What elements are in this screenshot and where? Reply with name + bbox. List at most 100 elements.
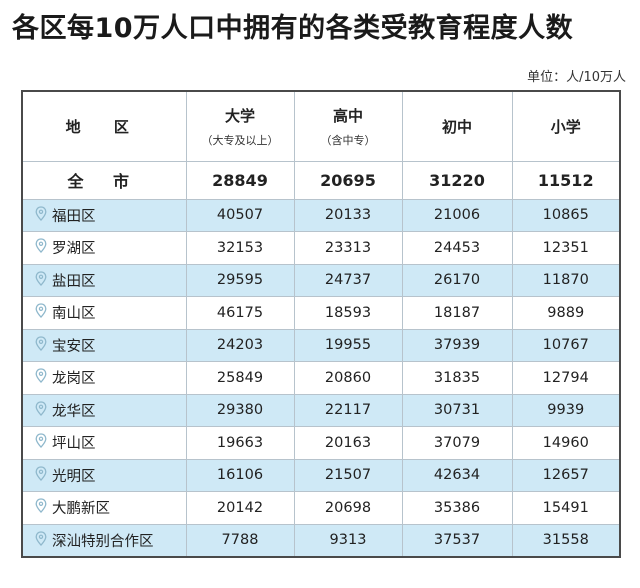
location-pin-icon xyxy=(35,303,47,322)
header-region: 地 区 xyxy=(21,90,187,162)
table-row: 龙岗区 25849 20860 31835 12794 xyxy=(21,361,621,395)
university-value: 19663 xyxy=(185,426,295,460)
district-cell: 光明区 xyxy=(21,458,187,492)
primary-school-value: 9889 xyxy=(511,296,621,330)
location-pin-icon xyxy=(35,401,47,420)
header-university-sub: 大专及以上 xyxy=(187,132,294,148)
district-cell: 龙岗区 xyxy=(21,361,187,395)
district-name: 大鹏新区 xyxy=(52,501,110,518)
table-row: 龙华区 29380 22117 30731 9939 xyxy=(21,393,621,427)
page-title: 各区每10万人口中拥有的各类受教育程度人数 xyxy=(12,13,574,44)
high-school-value: 20860 xyxy=(293,361,403,395)
high-school-value: 20163 xyxy=(293,426,403,460)
header-university: 大学 大专及以上 xyxy=(185,90,295,162)
district-cell: 罗湖区 xyxy=(21,231,187,265)
middle-school-value: 42634 xyxy=(401,458,513,492)
high-school-value: 24737 xyxy=(293,263,403,297)
total-university: 28849 xyxy=(185,160,295,200)
middle-school-value: 37939 xyxy=(401,328,513,362)
location-pin-icon xyxy=(35,238,47,257)
middle-school-value: 21006 xyxy=(401,198,513,232)
district-name: 龙华区 xyxy=(52,403,96,420)
middle-school-value: 35386 xyxy=(401,491,513,525)
primary-school-value: 14960 xyxy=(511,426,621,460)
total-middle-school: 31220 xyxy=(401,160,513,200)
location-pin-icon xyxy=(35,530,47,550)
middle-school-value: 31835 xyxy=(401,361,513,395)
university-value: 29595 xyxy=(185,263,295,297)
primary-school-value: 12657 xyxy=(511,458,621,492)
district-name: 宝安区 xyxy=(52,338,96,355)
district-cell: 深汕特别合作区 xyxy=(21,523,187,557)
location-pin-icon xyxy=(35,271,47,290)
primary-school-value: 10865 xyxy=(511,198,621,232)
primary-school-value: 9939 xyxy=(511,393,621,427)
primary-school-value: 12794 xyxy=(511,361,621,395)
district-name: 福田区 xyxy=(52,208,96,225)
district-cell: 福田区 xyxy=(21,198,187,232)
district-name: 罗湖区 xyxy=(52,241,96,258)
header-high-school-sub: 含中专 xyxy=(295,132,402,148)
location-pin-icon xyxy=(35,368,47,387)
district-name: 光明区 xyxy=(52,468,96,485)
high-school-value: 20698 xyxy=(293,491,403,525)
district-name: 盐田区 xyxy=(52,273,96,290)
location-pin-icon xyxy=(35,498,47,517)
table-row: 福田区 40507 20133 21006 10865 xyxy=(21,198,621,232)
district-cell: 龙华区 xyxy=(21,393,187,427)
district-cell: 宝安区 xyxy=(21,328,187,362)
university-value: 20142 xyxy=(185,491,295,525)
header-middle-school: 初中 xyxy=(401,90,513,162)
education-table: 地 区 大学 大专及以上 高中 含中专 初中 小学 全 市 28849 2069… xyxy=(21,90,621,558)
high-school-value: 18593 xyxy=(293,296,403,330)
total-label: 全 市 xyxy=(21,160,187,200)
total-primary-school: 11512 xyxy=(511,160,621,200)
university-value: 24203 xyxy=(185,328,295,362)
middle-school-value: 30731 xyxy=(401,393,513,427)
header-primary-school: 小学 xyxy=(511,90,621,162)
high-school-value: 22117 xyxy=(293,393,403,427)
primary-school-value: 10767 xyxy=(511,328,621,362)
header-high-school: 高中 含中专 xyxy=(293,90,403,162)
table-header-row: 地 区 大学 大专及以上 高中 含中专 初中 小学 xyxy=(21,90,621,162)
district-cell: 大鹏新区 xyxy=(21,491,187,525)
primary-school-value: 12351 xyxy=(511,231,621,265)
high-school-value: 20133 xyxy=(293,198,403,232)
unit-label: 单位：人/10万人 xyxy=(527,70,626,85)
table-row: 南山区 46175 18593 18187 9889 xyxy=(21,296,621,330)
table-row: 大鹏新区 20142 20698 35386 15491 xyxy=(21,491,621,525)
district-cell: 盐田区 xyxy=(21,263,187,297)
table-row: 深汕特别合作区 7788 9313 37537 31558 xyxy=(21,523,621,557)
location-pin-icon xyxy=(35,336,47,355)
table-row: 光明区 16106 21507 42634 12657 xyxy=(21,458,621,492)
middle-school-value: 24453 xyxy=(401,231,513,265)
university-value: 16106 xyxy=(185,458,295,492)
primary-school-value: 15491 xyxy=(511,491,621,525)
district-name: 坪山区 xyxy=(52,436,96,453)
high-school-value: 9313 xyxy=(293,523,403,557)
primary-school-value: 31558 xyxy=(511,523,621,557)
district-cell: 坪山区 xyxy=(21,426,187,460)
total-high-school: 20695 xyxy=(293,160,403,200)
university-value: 40507 xyxy=(185,198,295,232)
table-row: 宝安区 24203 19955 37939 10767 xyxy=(21,328,621,362)
high-school-value: 21507 xyxy=(293,458,403,492)
middle-school-value: 18187 xyxy=(401,296,513,330)
district-name: 南山区 xyxy=(52,306,96,323)
table-row: 盐田区 29595 24737 26170 11870 xyxy=(21,263,621,297)
university-value: 7788 xyxy=(185,523,295,557)
university-value: 25849 xyxy=(185,361,295,395)
district-name: 深汕特别合作区 xyxy=(52,533,154,550)
district-name: 龙岗区 xyxy=(52,371,96,388)
total-row: 全 市 28849 20695 31220 11512 xyxy=(21,160,621,200)
primary-school-value: 11870 xyxy=(511,263,621,297)
middle-school-value: 37079 xyxy=(401,426,513,460)
middle-school-value: 26170 xyxy=(401,263,513,297)
university-value: 32153 xyxy=(185,231,295,265)
high-school-value: 19955 xyxy=(293,328,403,362)
location-pin-icon xyxy=(35,466,47,485)
high-school-value: 23313 xyxy=(293,231,403,265)
location-pin-icon xyxy=(35,206,47,225)
university-value: 29380 xyxy=(185,393,295,427)
table-row: 罗湖区 32153 23313 24453 12351 xyxy=(21,231,621,265)
